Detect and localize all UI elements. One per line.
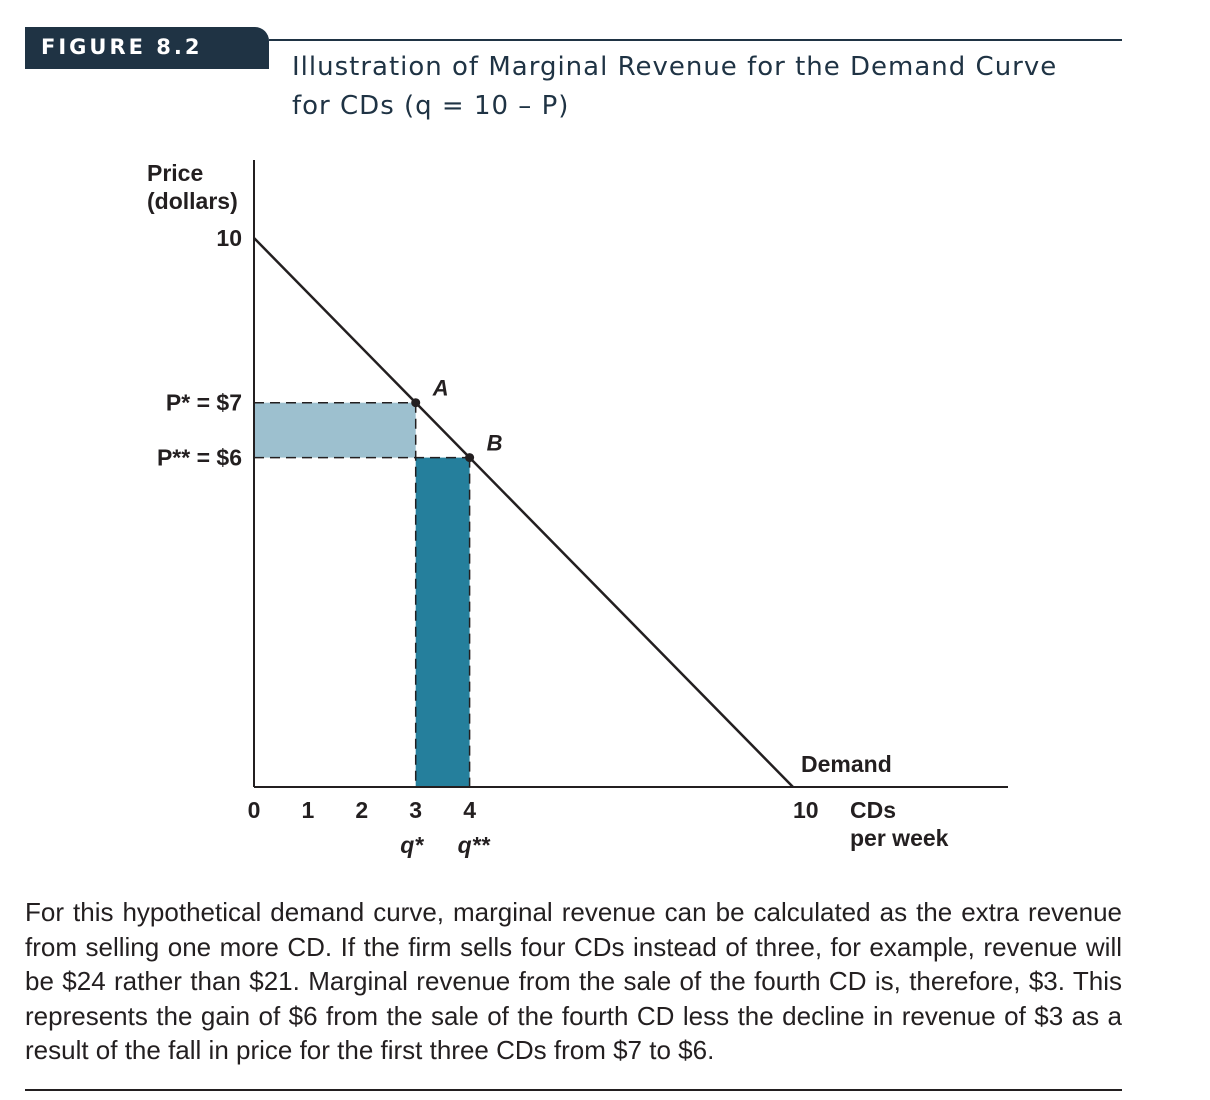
shaded-region-light: [254, 402, 416, 458]
figure-tab: FIGURE 8.2: [25, 27, 269, 69]
y-axis-label-line-1: Price: [147, 160, 203, 186]
x-tick-label-3: 3: [409, 797, 422, 823]
point-label-b: B: [487, 431, 503, 456]
bottom-rule: [25, 1089, 1122, 1091]
x-tick-label-1: 1: [302, 797, 315, 823]
figure-title: Illustration of Marginal Revenue for the…: [292, 52, 1058, 121]
demand-curve: [253, 237, 794, 788]
figure-caption: For this hypothetical demand curve, marg…: [25, 897, 1122, 1065]
y-tick-label-1: 10: [216, 225, 242, 251]
x-axis-label-line-2: per week: [850, 825, 949, 851]
point-a: [411, 398, 421, 408]
x-tick-label-10: 10: [793, 797, 819, 823]
x-axis-label-line-1: CDs: [850, 797, 896, 823]
demand-chart: Demand A B Price(dollars) 10 P* = $7 P** = $6 0…: [147, 160, 1008, 858]
x-tick-label-2: 2: [355, 797, 368, 823]
demand-curve-label: Demand: [801, 751, 892, 777]
y-tick-label-3: P** = $6: [157, 445, 242, 471]
shaded-region-dark: [415, 457, 470, 787]
figure-label: FIGURE 8.2: [41, 35, 203, 59]
title-rule: [269, 39, 1122, 41]
point-b: [465, 453, 475, 463]
point-label-a: A: [432, 376, 449, 401]
y-tick-label-2: P* = $7: [166, 390, 242, 416]
q-label-1: q*: [400, 832, 424, 858]
q-label-2: q**: [458, 832, 491, 858]
y-axis-label-line-2: (dollars): [147, 188, 238, 214]
x-tick-label-4: 4: [463, 797, 476, 823]
x-tick-label-0: 0: [248, 797, 261, 823]
